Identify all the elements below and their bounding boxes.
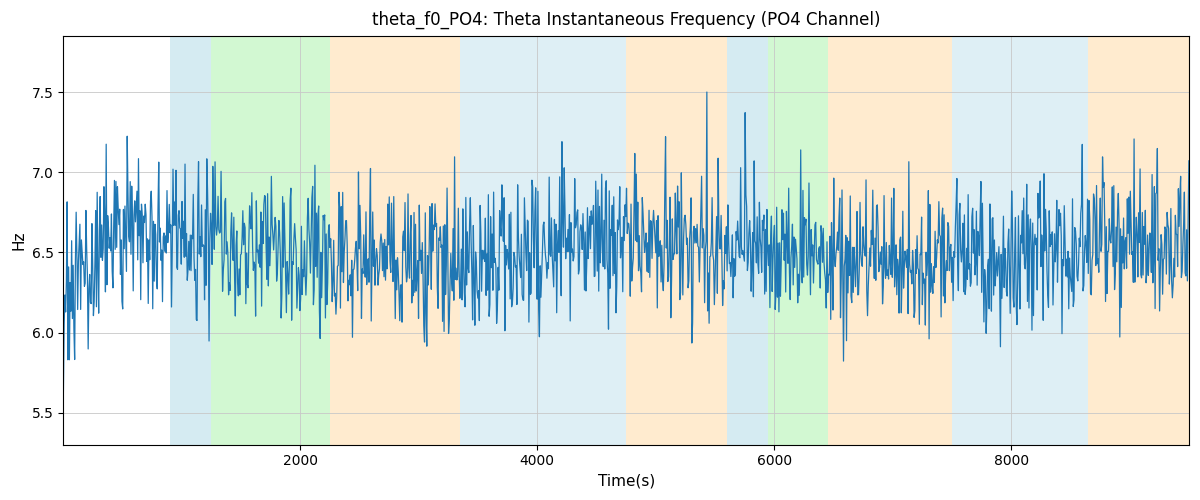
Bar (211, 36, 330, 445)
Bar (626, 36, 727, 445)
Title: theta_f0_PO4: Theta Instantaneous Frequency (PO4 Channel): theta_f0_PO4: Theta Instantaneous Freque… (372, 11, 881, 30)
Bar (170, 36, 211, 445)
Bar (1088, 36, 1189, 445)
Bar (727, 36, 768, 445)
X-axis label: Time(s): Time(s) (598, 474, 655, 489)
Bar (768, 36, 828, 445)
Bar (461, 36, 626, 445)
Bar (828, 36, 952, 445)
Bar (952, 36, 1088, 445)
Bar (330, 36, 461, 445)
Y-axis label: Hz: Hz (11, 230, 26, 250)
